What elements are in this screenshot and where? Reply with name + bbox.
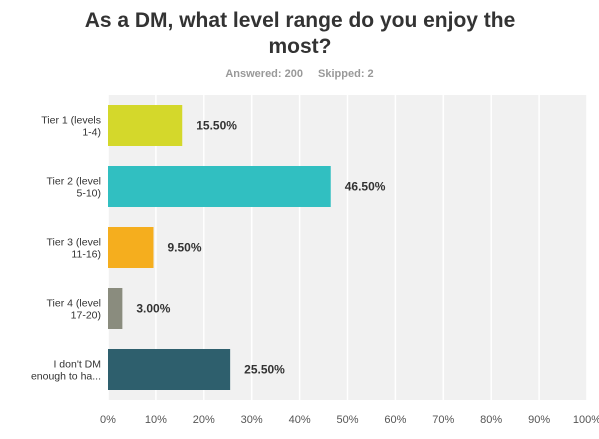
chart-title: As a DM, what level range do you enjoy t… — [40, 8, 560, 60]
bar-value-label: 25.50% — [244, 363, 285, 377]
chart-title-line2: most? — [268, 35, 332, 58]
category-label-line: 17-20) — [71, 310, 101, 322]
category-label-line: 11-16) — [71, 249, 101, 261]
x-tick-label: 20% — [193, 414, 215, 426]
category-label-line: enough to ha... — [31, 371, 101, 383]
x-tick-label: 0% — [100, 414, 116, 426]
x-tick-label: 90% — [528, 414, 550, 426]
x-tick-label: 40% — [289, 414, 311, 426]
y-category-label: Tier 4 (level 17-20) — [47, 298, 101, 322]
bar — [108, 166, 331, 207]
bar-value-label: 15.50% — [196, 119, 237, 133]
y-category-label: Tier 1 (levels 1-4) — [41, 115, 101, 139]
bar — [108, 349, 231, 390]
answered-count: Answered: 200 — [225, 68, 303, 80]
x-tick-label: 30% — [241, 414, 263, 426]
x-tick-label: 80% — [480, 414, 502, 426]
bar-value-label: 46.50% — [345, 180, 386, 194]
x-tick-label: 10% — [145, 414, 167, 426]
bar-value-label: 9.50% — [168, 241, 202, 255]
y-category-label: Tier 3 (level 11-16) — [47, 237, 101, 261]
skipped-count: Skipped: 2 — [318, 68, 374, 80]
x-tick-label: 60% — [384, 414, 406, 426]
x-tick-label: 50% — [336, 414, 358, 426]
bar-value-label: 3.00% — [136, 302, 170, 316]
y-category-label: Tier 2 (level 5-10) — [47, 176, 101, 200]
bar — [108, 227, 154, 268]
bar — [108, 105, 183, 146]
y-category-label: I don't DM enough to ha... — [31, 359, 101, 383]
category-label-line: 5-10) — [76, 188, 101, 200]
category-label-line: Tier 2 (level — [47, 176, 101, 188]
category-label-line: 1-4) — [82, 127, 101, 139]
category-label-line: I don't DM — [53, 359, 101, 371]
chart-title-line1: As a DM, what level range do you enjoy t… — [84, 9, 516, 32]
category-label-line: Tier 4 (level — [47, 298, 101, 310]
category-label-line: Tier 1 (levels — [41, 115, 101, 127]
category-label-line: Tier 3 (level — [47, 237, 101, 249]
x-tick-label: 70% — [432, 414, 454, 426]
response-stats: Answered: 200 Skipped: 2 — [0, 68, 599, 80]
bar — [108, 288, 123, 329]
x-tick-label: 100% — [573, 414, 599, 426]
